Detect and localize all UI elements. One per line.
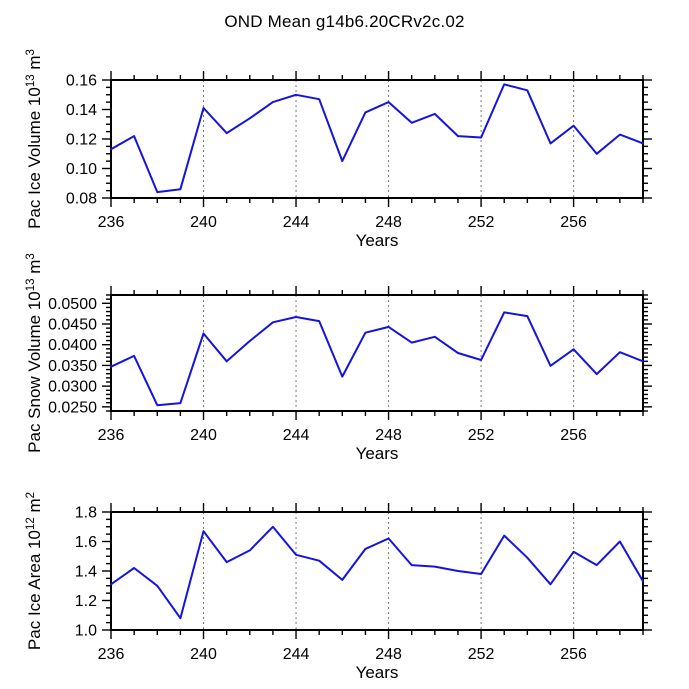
y-tick-labels: 0.08 0.10 0.12 0.14 0.16 [66, 73, 97, 208]
y-axis-title: Pac Snow Volume 1013 m3 [25, 253, 44, 453]
plot-frame [110, 79, 644, 199]
y-axis-title: Pac Ice Volume 1013 m3 [25, 49, 44, 229]
plot-frame [110, 511, 644, 631]
panel-3: 236 240 244 248 252 256 1.0 1.2 1.4 1.6 1.8 Years Pa… [25, 492, 652, 682]
x-tick-label: 248 [375, 646, 402, 663]
y-tick-label: 1.0 [75, 623, 97, 640]
y-tick-label: 0.14 [66, 102, 97, 119]
panel-1: 236 240 244 248 252 256 0.08 0.10 0.12 0.14 0.16 Ye… [25, 49, 652, 250]
x-tick-label: 256 [560, 214, 587, 231]
y-tick-label: 0.0250 [48, 399, 97, 416]
y-axis-title: Pac Ice Area 1012 m2 [25, 492, 44, 650]
x-tick-label: 252 [468, 646, 495, 663]
x-tick-label: 256 [560, 646, 587, 663]
x-tick-label: 244 [283, 646, 310, 663]
x-tick-label: 248 [375, 427, 402, 444]
x-tick-label: 248 [375, 214, 402, 231]
x-tick-label: 252 [468, 214, 495, 231]
x-tick-label: 240 [190, 427, 217, 444]
data-line [110, 311, 644, 407]
x-tick-label: 236 [98, 646, 125, 663]
x-gridlines [203, 512, 575, 630]
x-tick-label: 236 [98, 427, 125, 444]
x-tick-label: 252 [468, 427, 495, 444]
y-tick-label: 1.8 [75, 505, 97, 522]
axis-ticks [102, 503, 652, 639]
x-tick-label: 256 [560, 427, 587, 444]
x-tick-label: 244 [283, 427, 310, 444]
y-tick-label: 0.0400 [48, 337, 97, 354]
y-tick-label: 0.16 [66, 73, 97, 90]
data-line [110, 525, 644, 620]
plot-frame [110, 294, 644, 412]
x-axis-title: Years [356, 444, 399, 463]
y-tick-label: 1.2 [75, 593, 97, 610]
data-line [110, 83, 644, 194]
x-gridlines [203, 80, 575, 198]
x-gridlines [203, 295, 575, 411]
chart-title: OND Mean g14b6.20CRv2c.02 [224, 12, 465, 31]
x-axis-title: Years [356, 663, 399, 682]
x-tick-label: 240 [190, 646, 217, 663]
x-tick-label: 240 [190, 214, 217, 231]
y-tick-label: 0.0500 [48, 296, 97, 313]
y-tick-label: 0.10 [66, 161, 97, 178]
y-tick-label: 0.0300 [48, 379, 97, 396]
y-tick-label: 1.4 [75, 564, 97, 581]
y-tick-labels: 1.0 1.2 1.4 1.6 1.8 [75, 505, 97, 640]
y-tick-label: 1.6 [75, 534, 97, 551]
axis-ticks [102, 71, 652, 207]
y-tick-label: 0.0450 [48, 317, 97, 334]
y-tick-label: 0.0350 [48, 358, 97, 375]
x-axis-title: Years [356, 231, 399, 250]
x-tick-labels: 236 240 244 248 252 256 [98, 646, 587, 663]
x-tick-labels: 236 240 244 248 252 256 [98, 427, 587, 444]
x-tick-labels: 236 240 244 248 252 256 [98, 214, 587, 231]
y-tick-label: 0.08 [66, 191, 97, 208]
y-tick-label: 0.12 [66, 132, 97, 149]
y-tick-labels: 0.0250 0.0300 0.0350 0.0400 0.0450 0.0500 [48, 296, 97, 417]
x-tick-label: 236 [98, 214, 125, 231]
panel-2: 236 240 244 248 252 256 0.0250 0.0300 0.0350 0.04… [25, 253, 652, 463]
x-tick-label: 244 [283, 214, 310, 231]
